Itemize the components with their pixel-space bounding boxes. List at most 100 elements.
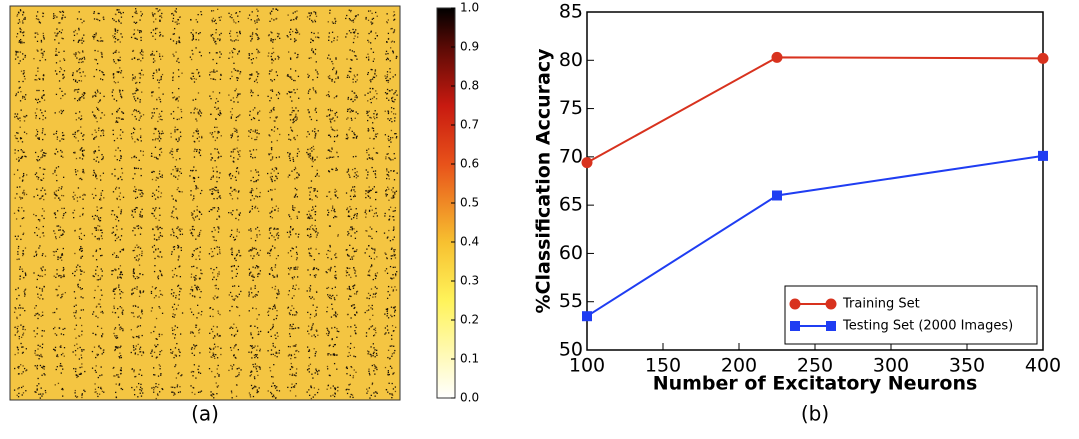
pixel bbox=[274, 304, 275, 305]
pixel bbox=[385, 156, 386, 157]
pixel bbox=[394, 99, 395, 100]
pixel bbox=[370, 206, 371, 207]
pixel bbox=[81, 271, 82, 272]
pixel bbox=[79, 358, 80, 359]
pixel bbox=[97, 266, 98, 267]
pixel bbox=[356, 249, 357, 250]
pixel bbox=[337, 36, 338, 37]
pixel bbox=[391, 258, 392, 259]
pixel bbox=[158, 220, 159, 221]
pixel bbox=[193, 195, 194, 196]
pixel bbox=[74, 253, 75, 254]
pixel bbox=[92, 216, 93, 217]
pixel bbox=[172, 92, 173, 93]
pixel bbox=[386, 178, 387, 179]
pixel bbox=[314, 189, 315, 190]
pixel bbox=[213, 198, 214, 199]
pixel bbox=[290, 336, 291, 337]
pixel bbox=[375, 71, 376, 72]
pixel bbox=[274, 131, 275, 132]
pixel bbox=[372, 78, 373, 79]
pixel bbox=[43, 75, 44, 76]
pixel bbox=[179, 171, 180, 172]
pixel bbox=[271, 354, 272, 355]
pixel bbox=[195, 108, 196, 109]
pixel bbox=[111, 173, 112, 174]
pixel bbox=[54, 39, 55, 40]
pixel bbox=[219, 92, 220, 93]
pixel bbox=[154, 271, 155, 272]
pixel bbox=[228, 13, 229, 14]
pixel bbox=[394, 153, 395, 154]
pixel bbox=[96, 136, 97, 137]
pixel bbox=[43, 37, 44, 38]
pixel bbox=[174, 274, 175, 275]
pixel bbox=[216, 240, 217, 241]
pixel bbox=[335, 287, 336, 288]
pixel bbox=[177, 19, 178, 20]
pixel bbox=[236, 88, 237, 89]
pixel bbox=[42, 347, 43, 348]
pixel bbox=[288, 307, 289, 308]
pixel bbox=[347, 346, 348, 347]
pixel bbox=[159, 354, 160, 355]
pixel bbox=[136, 259, 137, 260]
pixel bbox=[269, 112, 270, 113]
pixel bbox=[95, 151, 96, 152]
pixel bbox=[217, 226, 218, 227]
pixel bbox=[314, 137, 315, 138]
pixel bbox=[250, 394, 251, 395]
pixel bbox=[356, 312, 357, 313]
pixel bbox=[80, 149, 81, 150]
pixel bbox=[292, 31, 293, 32]
pixel bbox=[52, 173, 53, 174]
pixel bbox=[62, 29, 63, 30]
pixel bbox=[368, 129, 369, 130]
pixel bbox=[238, 78, 239, 79]
pixel bbox=[316, 307, 317, 308]
pixel bbox=[115, 31, 116, 32]
pixel bbox=[14, 135, 15, 136]
pixel bbox=[41, 335, 42, 336]
pixel bbox=[38, 19, 39, 20]
pixel bbox=[368, 309, 369, 310]
pixel bbox=[334, 254, 335, 255]
pixel bbox=[40, 393, 41, 394]
pixel bbox=[372, 305, 373, 306]
pixel bbox=[179, 17, 180, 18]
pixel bbox=[357, 36, 358, 37]
pixel bbox=[307, 131, 308, 132]
pixel bbox=[191, 312, 192, 313]
pixel bbox=[239, 255, 240, 256]
pixel bbox=[138, 307, 139, 308]
pixel bbox=[120, 138, 121, 139]
pixel bbox=[136, 168, 137, 169]
pixel bbox=[36, 254, 37, 255]
pixel bbox=[26, 115, 27, 116]
pixel bbox=[387, 391, 388, 392]
pixel bbox=[78, 89, 79, 90]
pixel bbox=[22, 253, 23, 254]
pixel bbox=[80, 287, 81, 288]
pixel bbox=[121, 235, 122, 236]
pixel bbox=[172, 270, 173, 271]
pixel bbox=[175, 208, 176, 209]
pixel bbox=[201, 112, 202, 113]
pixel bbox=[234, 189, 235, 190]
pixel bbox=[159, 368, 160, 369]
pixel bbox=[352, 377, 353, 378]
pixel bbox=[373, 293, 374, 294]
pixel bbox=[44, 38, 45, 39]
pixel bbox=[392, 239, 393, 240]
pixel bbox=[372, 308, 373, 309]
pixel bbox=[76, 266, 77, 267]
pixel bbox=[374, 138, 375, 139]
pixel bbox=[331, 81, 332, 82]
pixel bbox=[172, 211, 173, 212]
pixel bbox=[194, 348, 195, 349]
pixel bbox=[289, 92, 290, 93]
pixel bbox=[249, 294, 250, 295]
pixel bbox=[308, 93, 309, 94]
pixel bbox=[373, 148, 374, 149]
pixel bbox=[234, 265, 235, 266]
